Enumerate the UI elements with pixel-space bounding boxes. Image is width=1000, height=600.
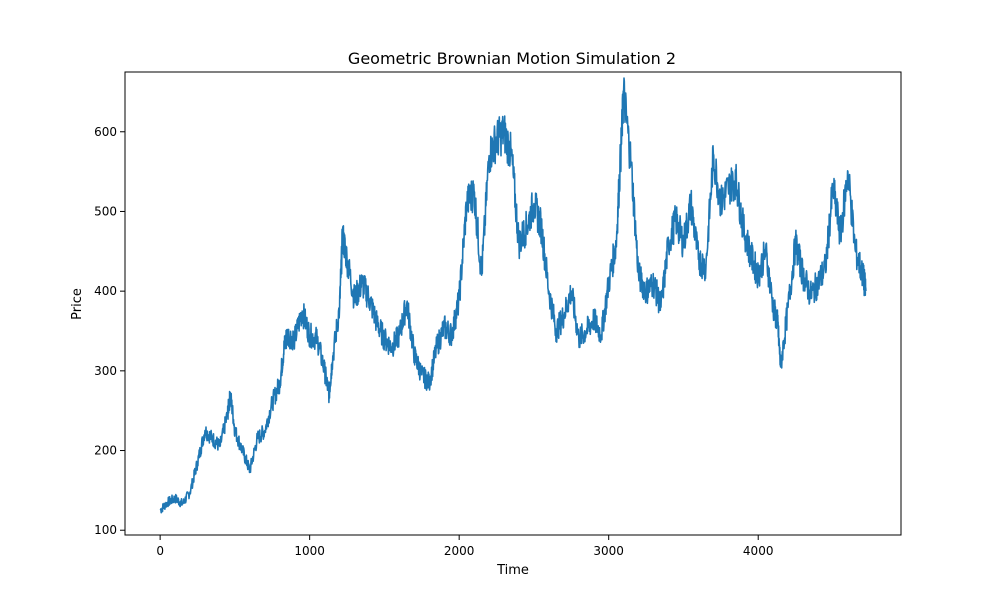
plot-frame (124, 71, 902, 536)
y-tick-label: 300 (94, 364, 117, 378)
chart-title: Geometric Brownian Motion Simulation 2 (348, 49, 676, 68)
x-tick-label: 4000 (743, 544, 774, 558)
x-tick-label: 3000 (593, 544, 624, 558)
y-tick-label: 100 (94, 523, 117, 537)
y-tick-label: 200 (94, 444, 117, 458)
x-tick-label: 2000 (444, 544, 475, 558)
y-tick-label: 400 (94, 284, 117, 298)
y-tick-label: 600 (94, 125, 117, 139)
y-axis-label: Price (70, 288, 85, 320)
x-tick-label: 1000 (294, 544, 325, 558)
plot-area (124, 71, 902, 536)
x-axis-label: Time (496, 563, 529, 578)
y-tick-label: 500 (94, 204, 117, 218)
y-axis-ticks: 100 200 300 400 500 600 (94, 125, 125, 537)
x-tick-label: 0 (156, 544, 164, 558)
x-axis-ticks: 0 1000 2000 3000 4000 (156, 535, 773, 558)
price-series-line (159, 77, 867, 514)
